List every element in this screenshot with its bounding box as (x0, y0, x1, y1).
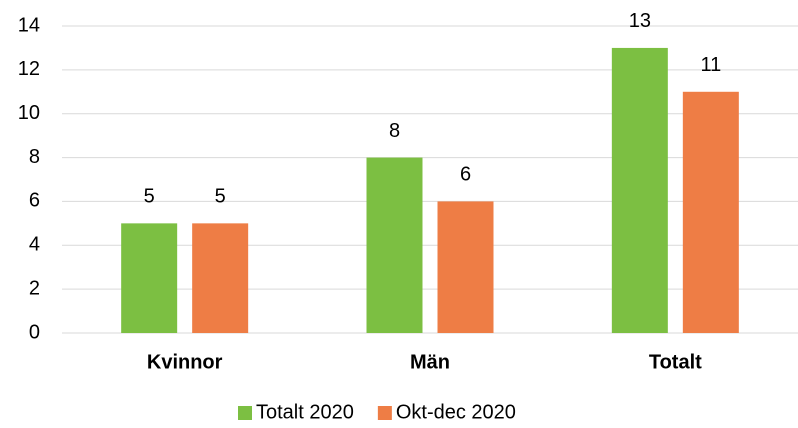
legend-label: Totalt 2020 (256, 401, 354, 423)
legend-swatch (377, 406, 392, 420)
bar (437, 201, 494, 333)
y-tick-label: 12 (18, 58, 40, 80)
bar (366, 157, 423, 333)
y-tick-label: 2 (29, 277, 40, 299)
y-tick-label: 0 (29, 321, 40, 343)
data-label: 8 (389, 120, 400, 142)
bar (121, 223, 178, 333)
data-label: 11 (700, 54, 721, 76)
legend-swatch (238, 406, 252, 420)
bar (611, 47, 668, 334)
y-tick-label: 10 (18, 102, 40, 124)
data-label: 13 (629, 10, 651, 32)
x-tick-label: Totalt (649, 351, 702, 373)
data-label: 6 (460, 164, 471, 186)
y-tick-label: 14 (18, 14, 40, 36)
data-label: 5 (215, 186, 226, 208)
y-tick-label: 4 (29, 234, 40, 256)
bar (682, 91, 739, 334)
y-tick-label: 8 (29, 146, 40, 168)
data-label: 5 (144, 186, 155, 208)
x-tick-label: Kvinnor (147, 351, 223, 373)
bar (192, 223, 249, 333)
x-tick-label: Män (410, 351, 450, 373)
y-tick-label: 6 (29, 190, 40, 212)
legend-label: Okt-dec 2020 (396, 401, 516, 423)
